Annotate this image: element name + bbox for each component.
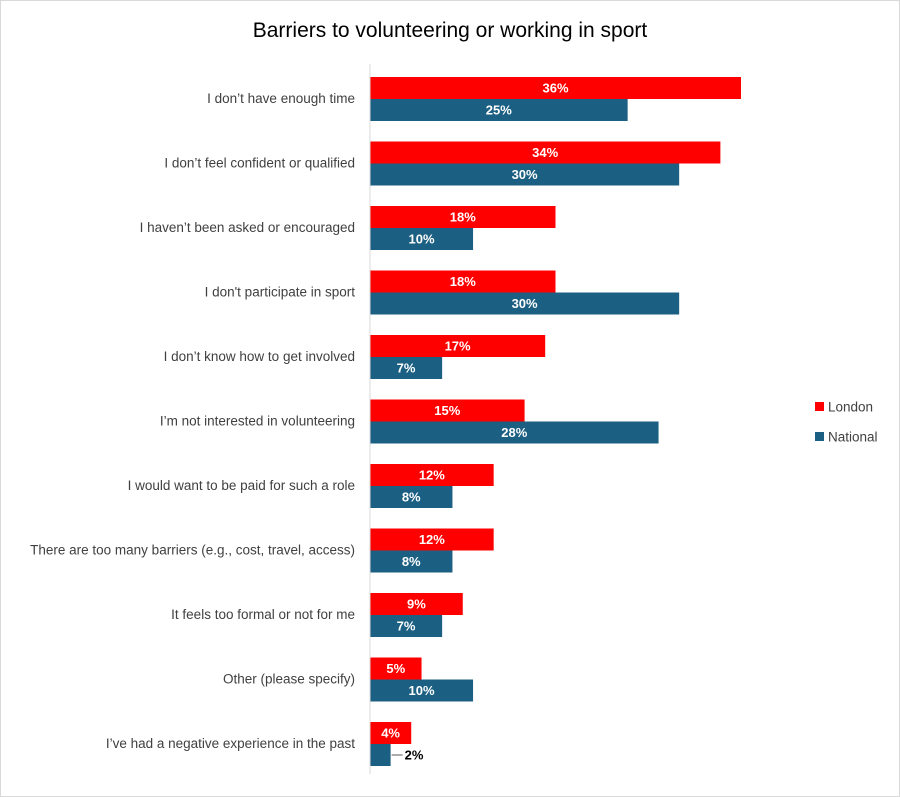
bar-london: [370, 77, 741, 99]
bar-london: [370, 593, 463, 615]
category-label: I’ve had a negative experience in the pa…: [106, 736, 355, 751]
bars: [370, 77, 741, 766]
data-label: 8%: [402, 554, 421, 569]
bar-national: [370, 486, 453, 508]
bar-national: [370, 228, 474, 250]
data-label: 12%: [419, 532, 445, 547]
legend-swatch-national: [815, 432, 824, 441]
data-label: 10%: [409, 683, 435, 698]
data-label: 10%: [409, 232, 435, 247]
bar-london: [370, 657, 422, 680]
data-label: 15%: [434, 403, 460, 418]
data-label: 34%: [532, 145, 558, 160]
category-label: I haven’t been asked or encouraged: [140, 220, 355, 235]
bar-london: [370, 206, 556, 228]
category-label: It feels too formal or not for me: [171, 607, 355, 622]
category-label: I don’t feel confident or qualified: [164, 156, 355, 171]
bar-london: [370, 335, 546, 357]
data-label: 2%: [405, 748, 424, 763]
category-label: I don’t know how to get involved: [164, 349, 355, 364]
bar-national: [370, 357, 443, 379]
bar-london: [370, 399, 525, 422]
data-label: 8%: [402, 490, 421, 505]
legend-label-national: National: [828, 430, 878, 445]
bar-national: [370, 550, 453, 573]
data-label: 25%: [486, 103, 512, 118]
data-labels: 36% 25% 34% 30% 18% 10% 18% 30% 17% 7% 15% 28% 12% 8%…: [381, 81, 569, 763]
bar-national: [370, 292, 680, 315]
category-label: Other (please specify): [223, 672, 355, 687]
data-label: 18%: [450, 274, 476, 289]
data-label: 30%: [512, 296, 538, 311]
data-label: 30%: [512, 167, 538, 182]
category-label: I don’t have enough time: [207, 91, 355, 106]
bar-london: [370, 528, 494, 551]
data-label: 7%: [397, 619, 416, 634]
data-label: 17%: [445, 339, 471, 354]
data-label: 5%: [386, 661, 405, 676]
bar-london: [370, 141, 721, 164]
category-label: I would want to be paid for such a role: [128, 478, 355, 493]
bar-london: [370, 270, 556, 293]
bar-national: [370, 679, 474, 702]
bar-national: [370, 744, 391, 766]
category-label: There are too many barriers (e.g., cost,…: [30, 543, 355, 558]
bar-london: [370, 722, 412, 744]
category-label: I’m not interested in volunteering: [160, 414, 355, 429]
legend-label-london: London: [828, 400, 873, 415]
bar-london: [370, 464, 494, 486]
legend: London National: [815, 400, 878, 445]
legend-swatch-london: [815, 402, 824, 411]
category-label: I don't participate in sport: [205, 285, 356, 300]
data-label: 28%: [501, 425, 527, 440]
bar-national: [370, 615, 443, 637]
data-label: 36%: [542, 81, 568, 96]
data-label: 18%: [450, 210, 476, 225]
bar-national: [370, 163, 680, 186]
category-labels: I don’t have enough time I don’t feel con…: [30, 91, 355, 751]
chart-title: Barriers to volunteering or working in s…: [253, 19, 648, 42]
bar-national: [370, 421, 659, 444]
bar-national: [370, 99, 628, 121]
data-label: 12%: [419, 468, 445, 483]
data-label: 7%: [397, 361, 416, 376]
data-label: 9%: [407, 597, 426, 612]
data-label: 4%: [381, 726, 400, 741]
